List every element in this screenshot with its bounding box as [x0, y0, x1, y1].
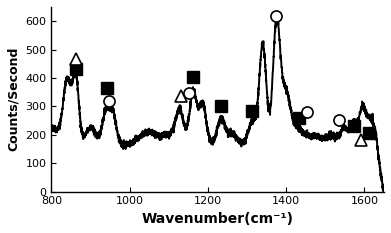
Y-axis label: Counts/Second: Counts/Second: [7, 47, 20, 151]
X-axis label: Wavenumber(cm⁻¹): Wavenumber(cm⁻¹): [142, 212, 294, 226]
